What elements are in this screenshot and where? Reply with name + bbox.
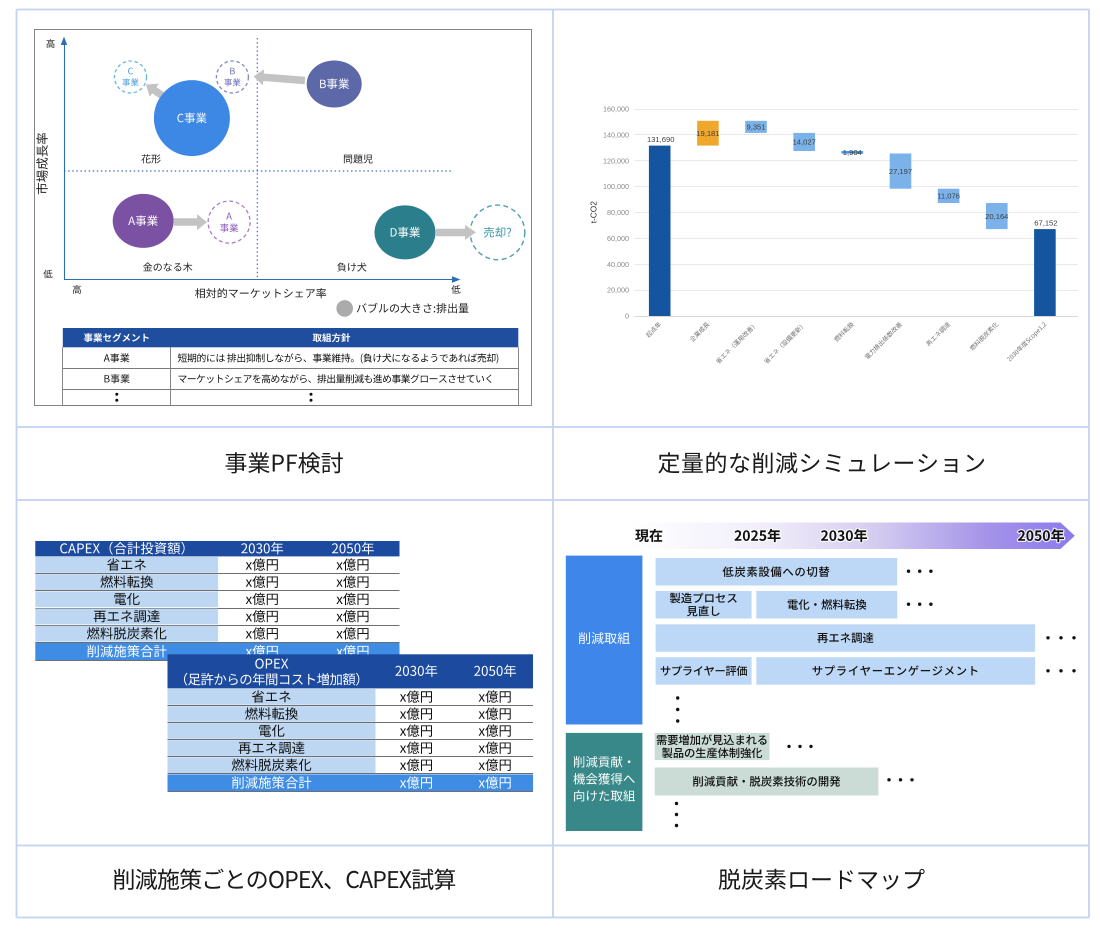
svg-text:80,000: 80,000	[607, 208, 629, 217]
svg-text:20,164: 20,164	[985, 212, 1008, 221]
svg-text:160,000: 160,000	[603, 105, 629, 114]
svg-text:20,000: 20,000	[607, 286, 629, 295]
svg-text:40,000: 40,000	[607, 260, 629, 269]
svg-text:67,152: 67,152	[1034, 218, 1057, 227]
svg-text:9,351: 9,351	[746, 123, 765, 132]
svg-text:120,000: 120,000	[603, 156, 629, 165]
svg-text:11,076: 11,076	[937, 192, 960, 201]
svg-text:t-CO2: t-CO2	[588, 201, 598, 224]
svg-text:1,904: 1,904	[843, 148, 862, 157]
svg-text:19,181: 19,181	[696, 129, 719, 138]
svg-text:14,027: 14,027	[793, 138, 816, 147]
svg-text:60,000: 60,000	[607, 234, 629, 243]
svg-text:0: 0	[625, 312, 629, 321]
svg-text:131,690: 131,690	[647, 135, 674, 144]
svg-text:27,197: 27,197	[889, 167, 912, 176]
svg-text:140,000: 140,000	[603, 131, 629, 140]
svg-text:100,000: 100,000	[603, 182, 629, 191]
